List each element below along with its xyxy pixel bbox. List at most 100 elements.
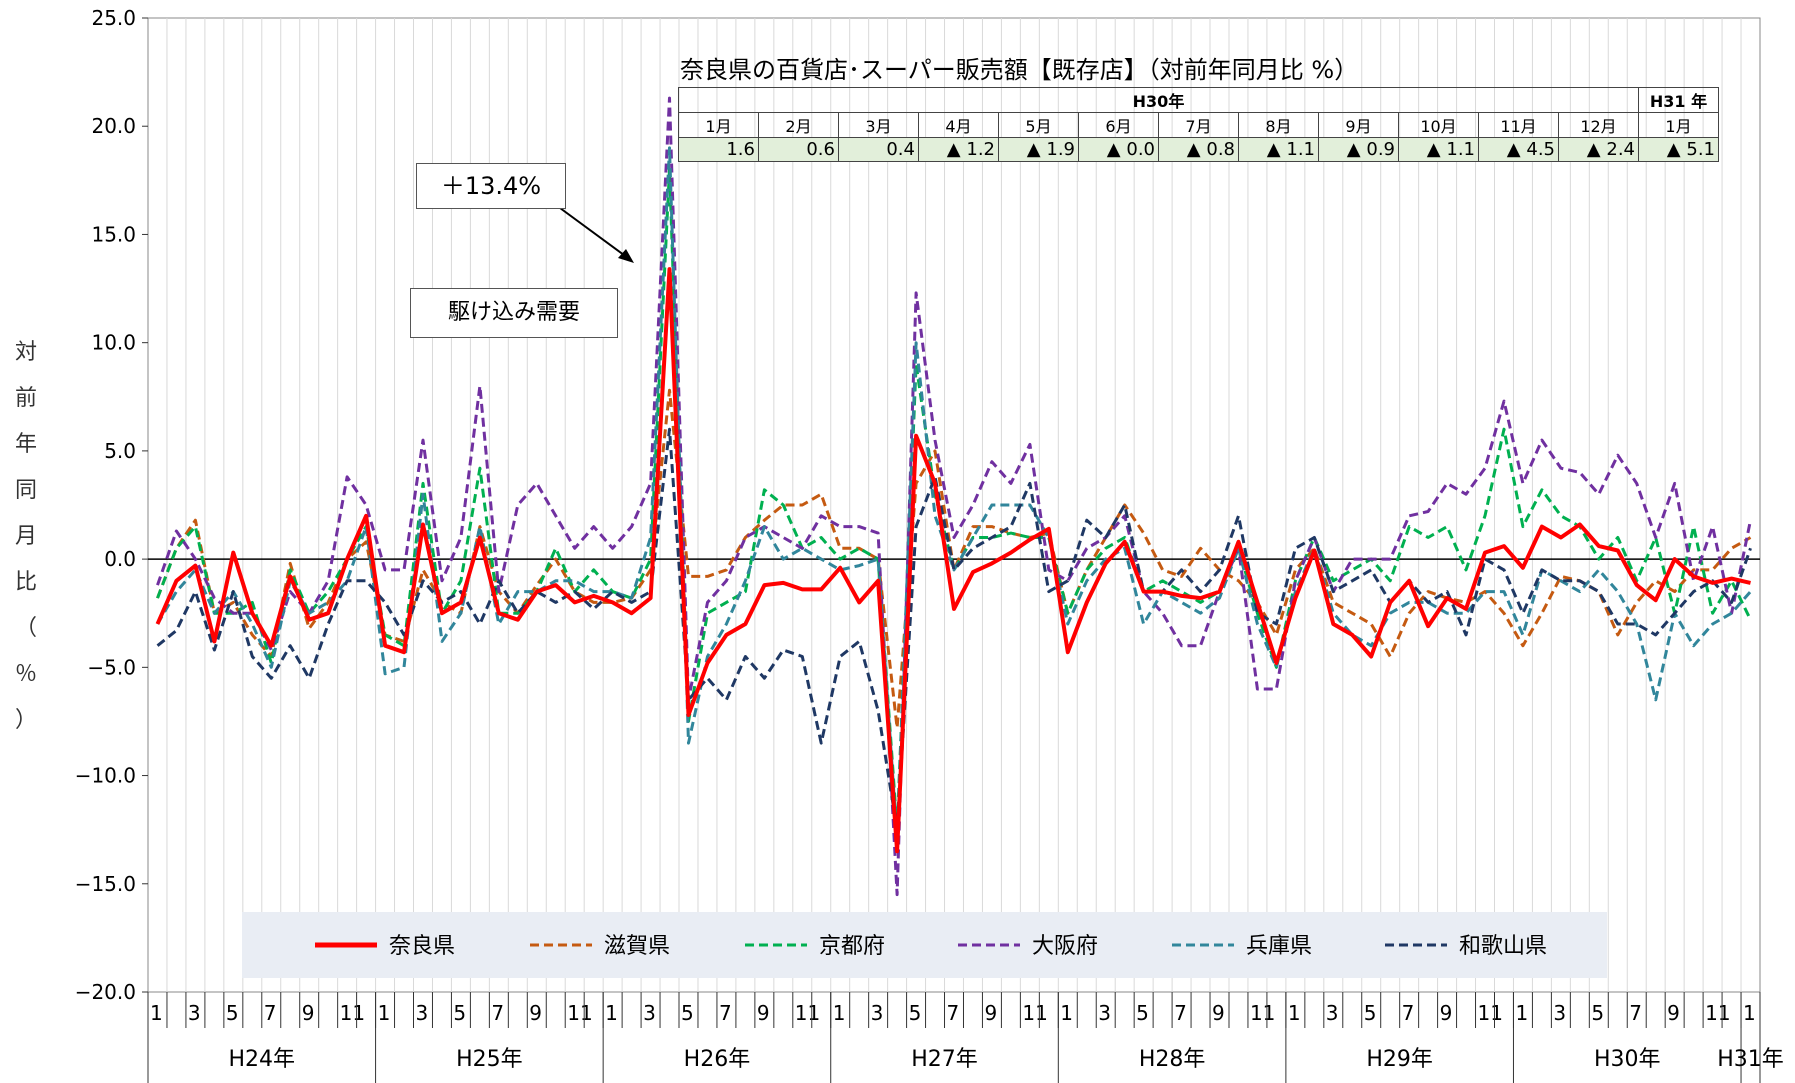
summary-month-cell: 8月 [1238, 112, 1319, 138]
x-year-label: H30年 [1594, 1047, 1661, 1072]
y-axis-label-char: 前 [14, 386, 37, 411]
x-tick-label: 3 [643, 1001, 656, 1025]
summary-month-cell: 6月 [1078, 112, 1159, 138]
x-tick-label: 5 [453, 1001, 466, 1025]
legend-label: 和歌山県 [1459, 934, 1547, 959]
y-tick-label: 0.0 [104, 547, 136, 571]
x-year-label: H26年 [684, 1047, 751, 1072]
x-year-label: H29年 [1366, 1047, 1433, 1072]
x-tick-label: 5 [1591, 1001, 1604, 1025]
x-tick-label: 9 [757, 1001, 770, 1025]
summary-month-cell: 2月 [758, 112, 839, 138]
y-axis-label-char: 同 [14, 478, 37, 503]
x-tick-label: 7 [1174, 1001, 1187, 1025]
y-tick-label: −20.0 [75, 980, 136, 1004]
x-year-label: H25年 [456, 1047, 523, 1072]
summary-month-cell: 1月 [678, 112, 759, 138]
x-tick-label: 3 [871, 1001, 884, 1025]
rush-demand-callout: 駆け込み需要 [410, 288, 618, 338]
y-axis-label-char: ％ [14, 662, 37, 687]
summary-value-cell: 0.6 [758, 137, 839, 162]
x-tick-label: 3 [1326, 1001, 1339, 1025]
x-tick-label: 5 [909, 1001, 922, 1025]
x-tick-label: 11 [567, 1001, 592, 1025]
x-tick-label: 7 [491, 1001, 504, 1025]
y-tick-label: 10.0 [91, 331, 136, 355]
x-tick-label: 1 [833, 1001, 846, 1025]
summary-value-cell: ▲ 0.9 [1318, 137, 1399, 162]
x-tick-label: 9 [1212, 1001, 1225, 1025]
summary-month-cell: 9月 [1318, 112, 1399, 138]
peak-callout: ＋13.4% [416, 163, 566, 209]
y-tick-label: 20.0 [91, 114, 136, 138]
x-tick-label: 1 [378, 1001, 391, 1025]
summary-month-cell: 11月 [1478, 112, 1559, 138]
y-tick-label: −15.0 [75, 872, 136, 896]
summary-value-cell: ▲ 2.4 [1558, 137, 1639, 162]
legend-label: 滋賀県 [604, 934, 670, 959]
peak-arrow [559, 207, 629, 259]
summary-month-cell: 1月 [1638, 112, 1719, 138]
summary-value-cell: ▲ 1.9 [998, 137, 1079, 162]
summary-title: 奈良県の百貨店･スーパー販売額【既存店】（対前年同月比 %） [680, 56, 1359, 84]
series-line-4 [156, 146, 1752, 842]
y-tick-label: 25.0 [91, 6, 136, 30]
x-tick-label: 11 [795, 1001, 820, 1025]
legend-label: 兵庫県 [1246, 934, 1312, 959]
legend-label: 大阪府 [1032, 934, 1098, 959]
x-tick-label: 11 [1250, 1001, 1275, 1025]
summary-table: H30年 H31 年 1月 2月 3月 4月 5月 6月 7月 8月 9月 10月 11月 12月 1月… [678, 87, 1719, 162]
x-tick-label: 7 [719, 1001, 732, 1025]
y-tick-label: 5.0 [104, 439, 136, 463]
y-tick-label: −5.0 [87, 655, 136, 679]
series-line-3 [156, 96, 1752, 897]
y-axis-label-char: 比 [14, 570, 37, 595]
x-tick-label: 9 [302, 1001, 315, 1025]
summary-month-cell: 4月 [918, 112, 999, 138]
summary-value-cell: ▲ 1.2 [918, 137, 999, 162]
y-tick-label: −10.0 [75, 764, 136, 788]
y-axis-label-char: 対 [14, 340, 37, 365]
x-tick-label: 9 [1667, 1001, 1680, 1025]
y-tick-label: 15.0 [91, 222, 136, 246]
summary-month-row: 1月 2月 3月 4月 5月 6月 7月 8月 9月 10月 11月 12月 1月 [678, 112, 1719, 138]
x-tick-label: 11 [1478, 1001, 1503, 1025]
y-axis-label-char: （ [14, 616, 37, 641]
x-year-label: H24年 [229, 1047, 296, 1072]
summary-month-cell: 5月 [998, 112, 1079, 138]
summary-value-cell: ▲ 4.5 [1478, 137, 1559, 162]
legend-label: 奈良県 [389, 934, 455, 959]
x-year-label: H28年 [1139, 1047, 1206, 1072]
summary-month-cell: 10月 [1398, 112, 1479, 138]
x-tick-label: 1 [150, 1001, 163, 1025]
summary-month-cell: 7月 [1158, 112, 1239, 138]
series-line-2 [156, 168, 1752, 832]
series-line-5 [156, 427, 1752, 832]
x-tick-label: 7 [947, 1001, 960, 1025]
summary-year-h31: H31 年 [1638, 87, 1719, 113]
summary-month-cell: 12月 [1558, 112, 1639, 138]
summary-value-row: 1.6 0.6 0.4 ▲ 1.2 ▲ 1.9 ▲ 0.0 ▲ 0.8 ▲ 1.1 ▲ 0.9 ▲… [678, 137, 1719, 162]
x-tick-label: 7 [1402, 1001, 1415, 1025]
summary-value-cell: 1.6 [678, 137, 759, 162]
y-axis-label-char: ） [14, 708, 37, 733]
summary-year-h30: H30年 [678, 87, 1639, 113]
x-tick-label: 1 [1743, 1001, 1756, 1025]
summary-value-cell: ▲ 1.1 [1238, 137, 1319, 162]
summary-value-cell: ▲ 0.0 [1078, 137, 1159, 162]
x-tick-label: 3 [1098, 1001, 1111, 1025]
series-line-1 [156, 388, 1752, 730]
summary-value-cell: ▲ 1.1 [1398, 137, 1479, 162]
peak-arrow-head [618, 249, 634, 263]
y-axis-label-char: 月 [14, 524, 37, 549]
series-line-0 [155, 267, 1751, 854]
y-axis-label-char: 年 [14, 432, 37, 457]
x-tick-label: 11 [340, 1001, 365, 1025]
x-tick-label: 11 [1022, 1001, 1047, 1025]
x-tick-label: 5 [681, 1001, 694, 1025]
x-tick-label: 7 [1629, 1001, 1642, 1025]
summary-value-cell: ▲ 0.8 [1158, 137, 1239, 162]
x-tick-label: 3 [188, 1001, 201, 1025]
legend-label: 京都府 [819, 934, 885, 959]
